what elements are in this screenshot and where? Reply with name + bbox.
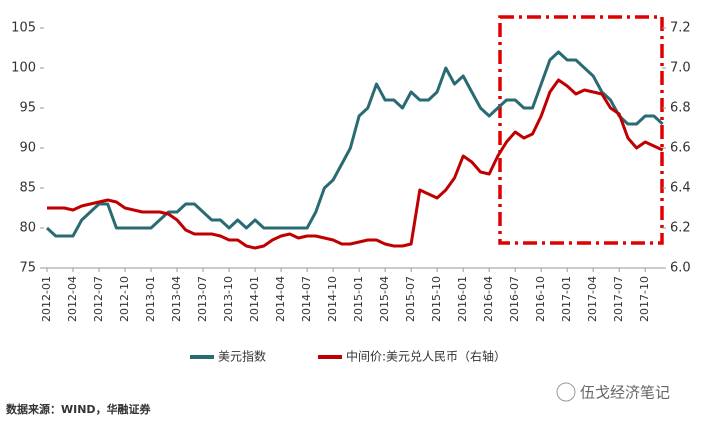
y-tick-label: 85: [19, 181, 36, 196]
x-tick-label: 2012-01: [40, 276, 53, 322]
y-tick-label: 105: [11, 21, 36, 36]
x-tick-label: 2012-07: [92, 276, 105, 322]
x-tick-label: 2017-04: [586, 276, 599, 322]
series-line: [47, 78, 664, 250]
x-tick-label: 2014-10: [326, 276, 339, 322]
y2-tick-label: 6.6: [670, 141, 691, 156]
x-tick-label: 2012-10: [118, 276, 131, 322]
x-tick-label: 2012-04: [66, 276, 79, 322]
x-tick-label: 2015-07: [404, 276, 417, 322]
x-tick-label: 2016-07: [508, 276, 521, 322]
watermark: 伍戈经济笔记: [580, 384, 670, 402]
y2-tick-label: 6.4: [670, 181, 691, 196]
x-tick-label: 2015-01: [352, 276, 365, 322]
x-tick-label: 2017-10: [638, 276, 651, 322]
legend-label: 美元指数: [218, 349, 266, 364]
x-tick-label: 2017-07: [612, 276, 625, 322]
y2-tick-label: 6.2: [670, 221, 691, 236]
x-tick-label: 2015-10: [430, 276, 443, 322]
y2-tick-label: 6.0: [670, 261, 691, 276]
legend-label: 中间价:美元兑人民币（右轴）: [346, 349, 506, 364]
y-tick-label: 90: [19, 141, 36, 156]
y-tick-label: 95: [19, 101, 36, 116]
y2-tick-label: 7.2: [670, 21, 691, 36]
x-tick-label: 2015-04: [378, 276, 391, 322]
x-tick-label: 2016-10: [534, 276, 547, 322]
x-tick-label: 2014-04: [274, 276, 287, 322]
y-tick-label: 75: [19, 261, 36, 276]
x-tick-label: 2016-04: [482, 276, 495, 322]
x-tick-label: 2013-10: [222, 276, 235, 322]
x-tick-label: 2013-07: [196, 276, 209, 322]
y-tick-label: 80: [19, 221, 36, 236]
x-tick-label: 2016-01: [456, 276, 469, 322]
highlight-box: [498, 15, 664, 245]
x-tick-label: 2014-01: [248, 276, 261, 322]
y2-tick-label: 6.8: [670, 101, 691, 116]
watermark-icon: [556, 382, 576, 402]
y-tick-label: 100: [11, 61, 36, 76]
series-line: [45, 50, 664, 238]
x-tick-label: 2013-01: [144, 276, 157, 322]
x-tick-label: 2013-04: [170, 276, 183, 322]
source: 数据来源：WIND，华融证券: [6, 402, 152, 416]
x-tick-label: 2014-07: [300, 276, 313, 322]
y2-tick-label: 7.0: [670, 61, 691, 76]
x-tick-label: 2017-01: [560, 276, 573, 322]
